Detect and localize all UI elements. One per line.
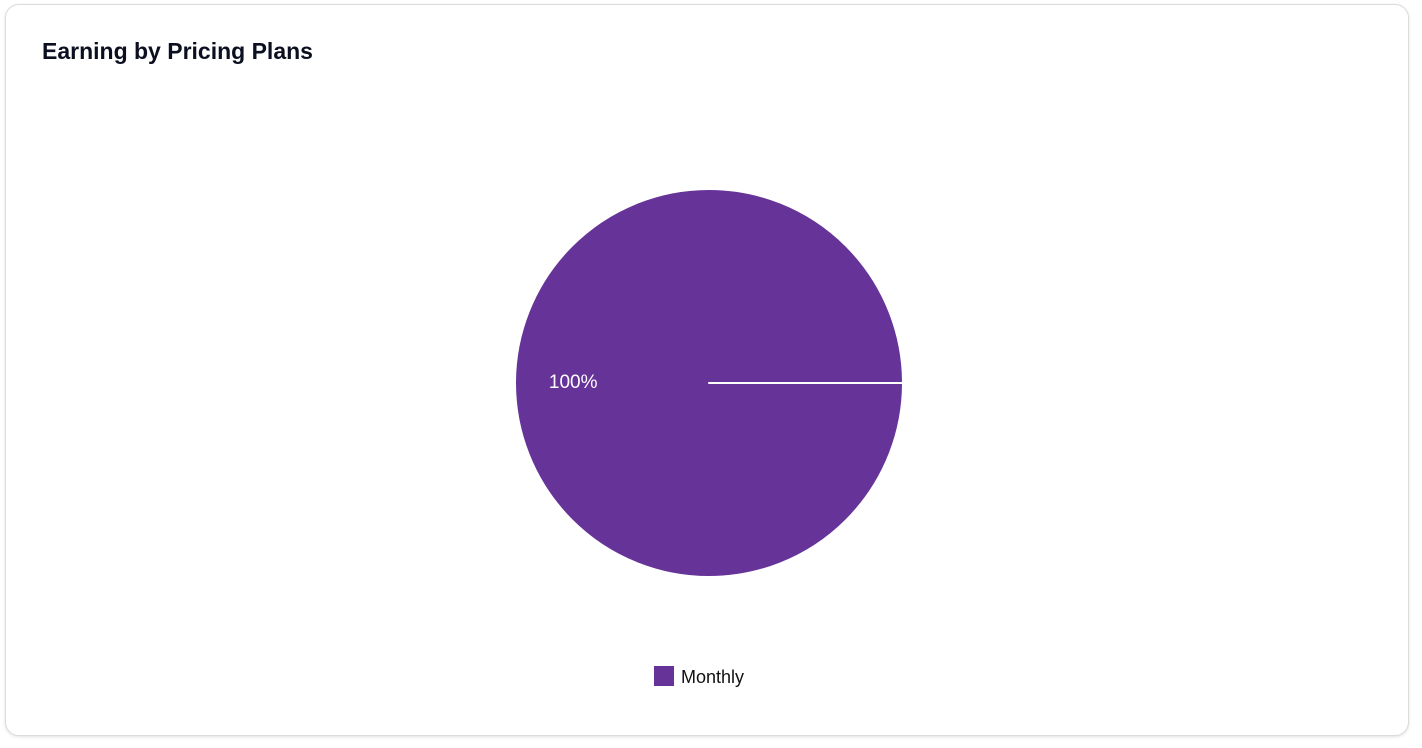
chart-title: Earning by Pricing Plans [42,38,313,64]
legend-swatch [654,666,674,686]
pie-slice [514,188,904,578]
slice-label: 100% [549,372,598,393]
legend-label: Monthly [681,667,744,687]
